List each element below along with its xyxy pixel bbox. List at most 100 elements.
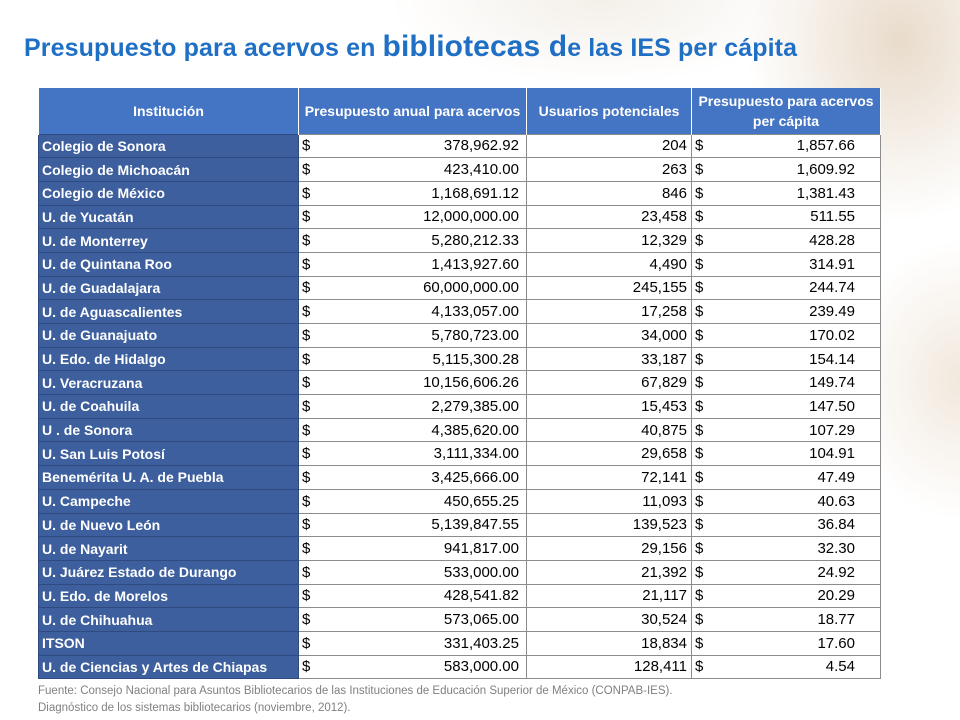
table-row: U. de Quintana Roo $1,413,927.60 4,490 $314… bbox=[38, 251, 881, 277]
cell-per-capita: $239.49 bbox=[691, 299, 881, 324]
currency-symbol: $ bbox=[302, 516, 311, 534]
per-capita-value: 428.28 bbox=[809, 232, 855, 250]
table-row: U. Campeche $450,655.25 11,093 $40.63 bbox=[38, 488, 881, 514]
per-capita-value: 147.50 bbox=[809, 397, 855, 415]
per-capita-value: 149.74 bbox=[809, 374, 855, 392]
currency-symbol: $ bbox=[302, 421, 311, 439]
per-capita-value: 511.55 bbox=[810, 208, 855, 226]
budget-value: 60,000,000.00 bbox=[423, 279, 519, 297]
budget-value: 533,000.00 bbox=[443, 563, 519, 581]
table-row: U. de Guadalajara $60,000,000.00 245,155 $2… bbox=[38, 275, 881, 301]
cell-annual-budget: $10,156,606.26 bbox=[298, 370, 527, 396]
cell-potential-users: 263 bbox=[526, 157, 692, 182]
title-part-1: Presupuesto para acervos en bbox=[24, 34, 383, 62]
currency-symbol: $ bbox=[695, 350, 704, 368]
cell-institution: U. de Quintana Roo bbox=[38, 251, 299, 277]
budget-value: 1,168,691.12 bbox=[431, 184, 519, 202]
currency-symbol: $ bbox=[302, 161, 311, 179]
currency-symbol: $ bbox=[695, 611, 704, 629]
currency-symbol: $ bbox=[302, 563, 311, 581]
per-capita-value: 32.30 bbox=[817, 540, 855, 558]
budget-value: 941,817.00 bbox=[443, 540, 519, 558]
currency-symbol: $ bbox=[302, 184, 311, 202]
cell-potential-users: 11,093 bbox=[526, 488, 692, 514]
cell-potential-users: 15,453 bbox=[526, 394, 692, 419]
table-body: Colegio de Sonora $378,962.92 204 $1,857.66… bbox=[38, 133, 881, 680]
cell-potential-users: 204 bbox=[526, 133, 692, 159]
currency-symbol: $ bbox=[302, 208, 311, 226]
per-capita-value: 154.14 bbox=[809, 350, 855, 368]
cell-annual-budget: $450,655.25 bbox=[298, 488, 527, 514]
table-row: Colegio de México $1,168,691.12 846 $1,381.… bbox=[38, 180, 881, 206]
currency-symbol: $ bbox=[695, 161, 704, 179]
cell-institution: Colegio de Sonora bbox=[38, 133, 299, 159]
per-capita-value: 36.84 bbox=[817, 516, 855, 534]
currency-symbol: $ bbox=[695, 658, 704, 676]
cell-potential-users: 245,155 bbox=[526, 275, 692, 301]
currency-symbol: $ bbox=[695, 326, 704, 344]
currency-symbol: $ bbox=[695, 232, 704, 250]
title-part-3: e las IES per cápita bbox=[567, 34, 798, 62]
cell-per-capita: $32.30 bbox=[691, 536, 881, 561]
slide-title: Presupuesto para acervos en bibliotecas … bbox=[24, 30, 797, 64]
cell-institution: U. de Coahuila bbox=[38, 394, 299, 419]
cell-institution: Benemérita U. A. de Puebla bbox=[38, 465, 299, 490]
cell-potential-users: 21,117 bbox=[526, 583, 692, 609]
table-row: U. Edo. de Morelos $428,541.82 21,117 $20.2… bbox=[38, 583, 881, 609]
budget-value: 450,655.25 bbox=[443, 492, 519, 510]
cell-annual-budget: $5,280,212.33 bbox=[298, 228, 527, 253]
cell-per-capita: $17.60 bbox=[691, 630, 881, 656]
cell-annual-budget: $12,000,000.00 bbox=[298, 204, 527, 230]
table-header: Institución Presupuesto anual para acerv… bbox=[38, 88, 881, 134]
budget-value: 583,000.00 bbox=[443, 658, 519, 676]
cell-per-capita: $47.49 bbox=[691, 465, 881, 490]
cell-per-capita: $24.92 bbox=[691, 559, 881, 585]
per-capita-value: 1,857.66 bbox=[796, 137, 855, 155]
budget-value: 423,410.00 bbox=[443, 161, 519, 179]
currency-symbol: $ bbox=[302, 350, 311, 368]
cell-institution: U. Edo. de Hidalgo bbox=[38, 346, 299, 372]
currency-symbol: $ bbox=[302, 445, 311, 463]
header-potential-users: Usuarios potenciales bbox=[526, 88, 692, 134]
currency-symbol: $ bbox=[302, 397, 311, 415]
currency-symbol: $ bbox=[302, 232, 311, 250]
cell-potential-users: 67,829 bbox=[526, 370, 692, 396]
currency-symbol: $ bbox=[302, 611, 311, 629]
cell-annual-budget: $331,403.25 bbox=[298, 630, 527, 656]
cell-per-capita: $1,609.92 bbox=[691, 157, 881, 182]
currency-symbol: $ bbox=[302, 279, 311, 297]
per-capita-value: 17.60 bbox=[817, 634, 855, 652]
budget-value: 4,133,057.00 bbox=[431, 303, 519, 321]
cell-per-capita: $20.29 bbox=[691, 583, 881, 609]
currency-symbol: $ bbox=[302, 468, 311, 486]
budget-value: 5,115,300.28 bbox=[432, 350, 519, 368]
cell-per-capita: $4.54 bbox=[691, 654, 881, 680]
cell-per-capita: $1,381.43 bbox=[691, 180, 881, 206]
table-row: Colegio de Sonora $378,962.92 204 $1,857.66 bbox=[38, 133, 881, 159]
per-capita-value: 170.02 bbox=[809, 326, 855, 344]
cell-institution: Colegio de Michoacán bbox=[38, 157, 299, 182]
per-capita-value: 20.29 bbox=[817, 587, 855, 605]
currency-symbol: $ bbox=[695, 445, 704, 463]
currency-symbol: $ bbox=[695, 397, 704, 415]
cell-annual-budget: $60,000,000.00 bbox=[298, 275, 527, 301]
budget-value: 3,111,334.00 bbox=[433, 445, 519, 463]
cell-annual-budget: $5,139,847.55 bbox=[298, 512, 527, 538]
currency-symbol: $ bbox=[695, 279, 704, 297]
currency-symbol: $ bbox=[695, 208, 704, 226]
cell-institution: U. Juárez Estado de Durango bbox=[38, 559, 299, 585]
cell-potential-users: 29,658 bbox=[526, 441, 692, 467]
table-row: U. de Aguascalientes $4,133,057.00 17,258 $… bbox=[38, 299, 881, 324]
table-row: U. de Coahuila $2,279,385.00 15,453 $147.50 bbox=[38, 394, 881, 419]
currency-symbol: $ bbox=[695, 587, 704, 605]
source-line-1: Fuente: Consejo Nacional para Asuntos Bi… bbox=[38, 685, 673, 697]
currency-symbol: $ bbox=[302, 492, 311, 510]
table-row: ITSON $331,403.25 18,834 $17.60 bbox=[38, 630, 881, 656]
cell-institution: U. de Aguascalientes bbox=[38, 299, 299, 324]
cell-institution: U. Edo. de Morelos bbox=[38, 583, 299, 609]
budget-value: 12,000,000.00 bbox=[423, 208, 519, 226]
cell-annual-budget: $423,410.00 bbox=[298, 157, 527, 182]
currency-symbol: $ bbox=[695, 468, 704, 486]
currency-symbol: $ bbox=[302, 303, 311, 321]
cell-per-capita: $18.77 bbox=[691, 607, 881, 632]
